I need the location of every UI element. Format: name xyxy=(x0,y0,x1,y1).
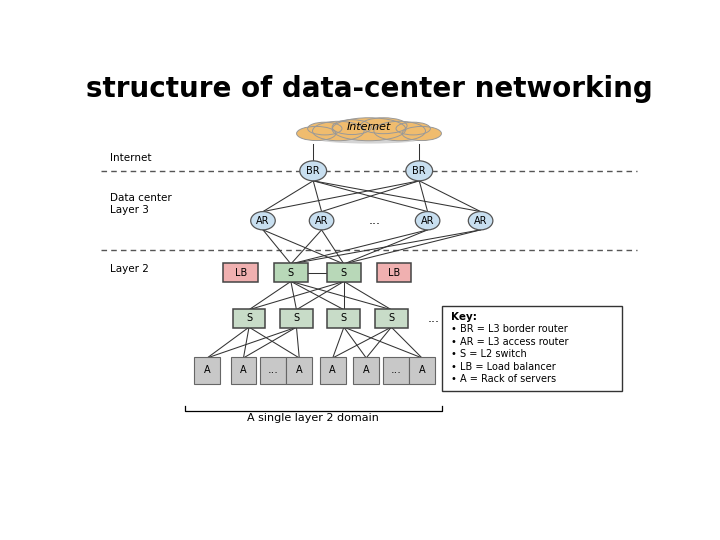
Text: S: S xyxy=(246,313,252,323)
Text: Internet: Internet xyxy=(109,153,151,164)
FancyBboxPatch shape xyxy=(409,357,435,384)
Text: • BR = L3 border router: • BR = L3 border router xyxy=(451,324,568,334)
FancyBboxPatch shape xyxy=(260,357,286,384)
Text: LB: LB xyxy=(235,268,247,278)
Text: • AR = L3 access router: • AR = L3 access router xyxy=(451,337,569,347)
FancyBboxPatch shape xyxy=(280,309,313,328)
Text: ...: ... xyxy=(427,312,439,325)
Circle shape xyxy=(251,212,275,230)
Ellipse shape xyxy=(396,122,431,135)
Text: S: S xyxy=(341,313,347,323)
FancyBboxPatch shape xyxy=(230,357,256,384)
Ellipse shape xyxy=(374,122,426,141)
Text: AR: AR xyxy=(315,215,328,226)
Text: LB: LB xyxy=(388,268,400,278)
Text: A: A xyxy=(419,366,426,375)
Text: A: A xyxy=(204,366,210,375)
Text: A: A xyxy=(363,366,369,375)
Text: AR: AR xyxy=(420,215,434,226)
Text: • S = L2 switch: • S = L2 switch xyxy=(451,349,527,359)
Text: S: S xyxy=(293,313,300,323)
Ellipse shape xyxy=(361,118,407,134)
Text: A: A xyxy=(240,366,247,375)
Text: Internet: Internet xyxy=(347,123,391,132)
Text: Data center
Layer 3: Data center Layer 3 xyxy=(109,193,171,215)
Text: AR: AR xyxy=(474,215,487,226)
Circle shape xyxy=(310,212,334,230)
FancyBboxPatch shape xyxy=(274,263,308,282)
Text: structure of data-center networking: structure of data-center networking xyxy=(86,75,652,103)
Text: S: S xyxy=(341,268,347,278)
FancyBboxPatch shape xyxy=(233,309,266,328)
FancyBboxPatch shape xyxy=(442,306,622,391)
Circle shape xyxy=(406,161,433,181)
Ellipse shape xyxy=(332,120,372,134)
Ellipse shape xyxy=(307,122,342,135)
FancyBboxPatch shape xyxy=(327,263,361,282)
Text: S: S xyxy=(288,268,294,278)
Text: ...: ... xyxy=(369,214,381,227)
Ellipse shape xyxy=(312,122,364,141)
Text: Key:: Key: xyxy=(451,312,477,322)
FancyBboxPatch shape xyxy=(375,309,408,328)
Circle shape xyxy=(468,212,493,230)
Text: ...: ... xyxy=(268,366,279,375)
Text: BR: BR xyxy=(413,166,426,176)
FancyBboxPatch shape xyxy=(320,357,346,384)
FancyBboxPatch shape xyxy=(194,357,220,384)
Text: A: A xyxy=(330,366,336,375)
Text: BR: BR xyxy=(307,166,320,176)
Ellipse shape xyxy=(297,126,336,140)
FancyBboxPatch shape xyxy=(328,309,360,328)
FancyBboxPatch shape xyxy=(383,357,409,384)
Text: • A = Rack of servers: • A = Rack of servers xyxy=(451,374,556,384)
Text: A: A xyxy=(296,366,302,375)
Ellipse shape xyxy=(317,134,421,144)
FancyBboxPatch shape xyxy=(354,357,379,384)
Ellipse shape xyxy=(332,118,406,141)
Text: Layer 2: Layer 2 xyxy=(109,264,148,274)
Ellipse shape xyxy=(402,126,441,140)
Text: S: S xyxy=(388,313,395,323)
Text: • LB = Load balancer: • LB = Load balancer xyxy=(451,362,556,372)
FancyBboxPatch shape xyxy=(287,357,312,384)
Circle shape xyxy=(415,212,440,230)
Circle shape xyxy=(300,161,327,181)
FancyBboxPatch shape xyxy=(377,263,411,282)
Text: AR: AR xyxy=(256,215,270,226)
Text: ...: ... xyxy=(390,366,401,375)
Text: A single layer 2 domain: A single layer 2 domain xyxy=(247,413,379,423)
FancyBboxPatch shape xyxy=(223,263,258,282)
